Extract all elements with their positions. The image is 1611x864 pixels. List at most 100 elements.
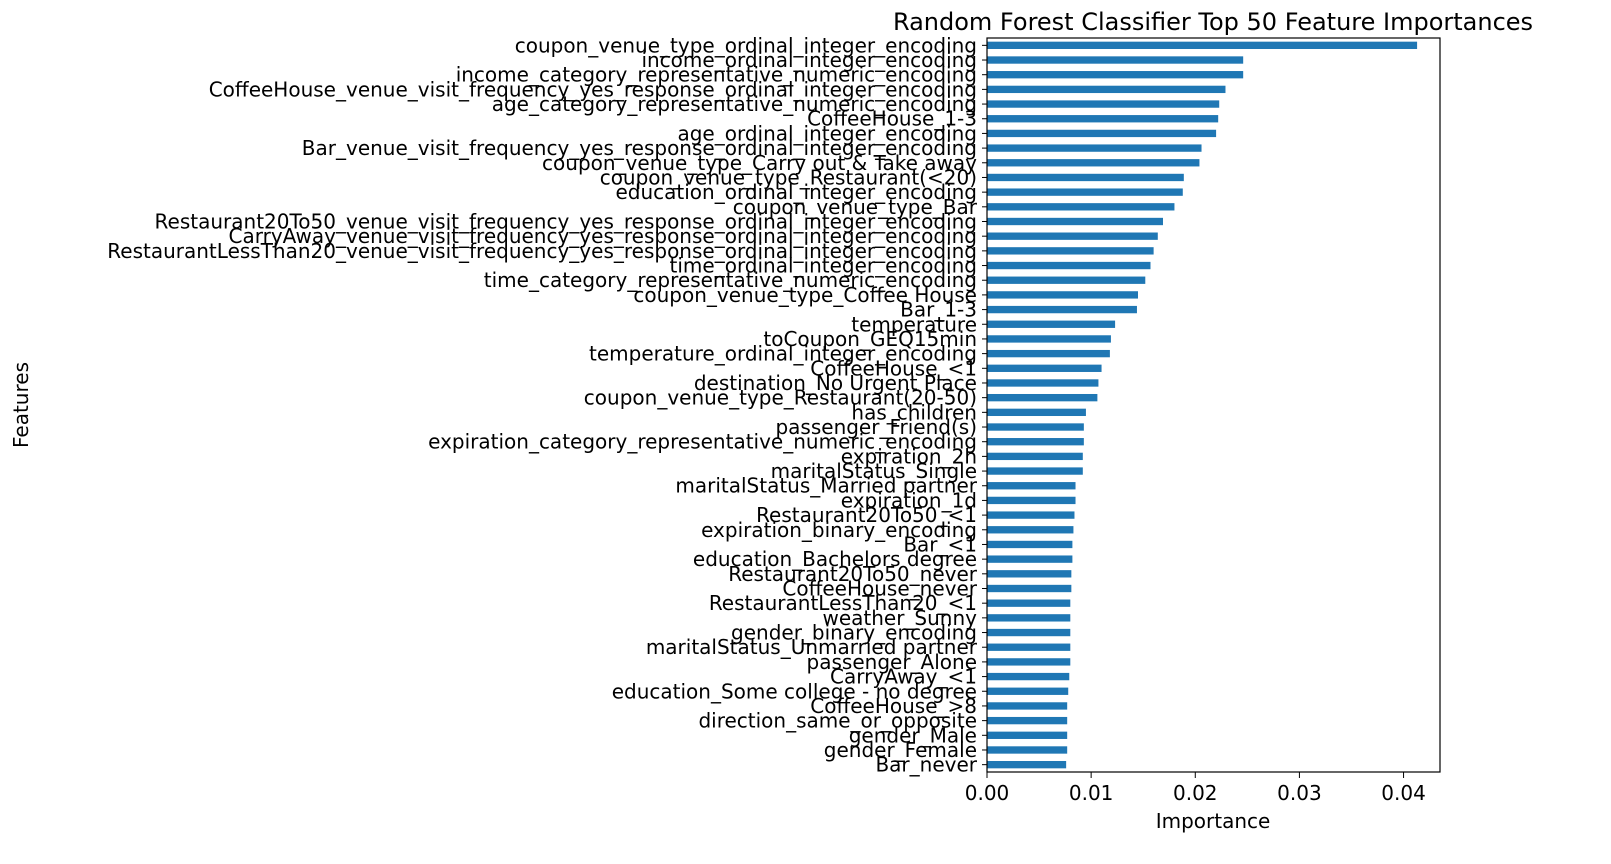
- y-tick-label: education_ordinal_integer_encoding: [615, 180, 977, 204]
- bar: [987, 349, 1110, 358]
- y-tick-label: income_category_representative_numeric_e…: [456, 63, 977, 87]
- bar: [987, 555, 1073, 563]
- bar: [987, 203, 1175, 211]
- chart-title: Random Forest Classifier Top 50 Feature …: [893, 8, 1533, 36]
- bar: [987, 261, 1151, 270]
- bar: [987, 291, 1138, 299]
- y-tick-label: CarryAway_<1: [830, 665, 977, 689]
- y-tick-label: passenger_Alone: [807, 650, 977, 674]
- y-tick-label: gender_Female: [824, 738, 977, 762]
- bar: [987, 540, 1073, 549]
- y-tick-label: gender_Male: [849, 723, 977, 747]
- x-axis-label: Importance: [1156, 809, 1271, 833]
- y-tick-label: Restaurant20To50_<1: [756, 503, 977, 527]
- y-tick-label: coupon_venue_type_Coffee House: [633, 283, 977, 307]
- y-tick-label: coupon_venue_type_Restaurant(20-50): [584, 386, 977, 410]
- bar: [987, 423, 1084, 431]
- y-tick-label: destination_No Urgent Place: [694, 371, 977, 395]
- y-tick-label: expiration_category_representative_numer…: [428, 430, 977, 454]
- bar: [987, 438, 1084, 446]
- bar: [987, 115, 1219, 123]
- bar: [987, 129, 1217, 138]
- y-tick-label: coupon_venue_type_Carry out & Take away: [542, 151, 977, 175]
- y-tick-label: passenger_Friend(s): [775, 415, 977, 439]
- bar: [987, 467, 1083, 475]
- bar: [987, 320, 1116, 328]
- y-tick-label: weather_Sunny: [822, 606, 977, 630]
- y-tick-label: CoffeeHouse_>8: [810, 694, 977, 718]
- bar: [987, 41, 1418, 50]
- bar: [987, 570, 1072, 578]
- plot-frame: [986, 37, 1441, 773]
- x-tick-label: 0.00: [965, 781, 1010, 805]
- x-tick-label: 0.02: [1173, 781, 1218, 805]
- bar: [987, 364, 1102, 372]
- y-axis-label: Features: [9, 362, 33, 448]
- bar: [987, 276, 1146, 284]
- bar: [987, 379, 1099, 387]
- x-tick-label: 0.04: [1381, 781, 1426, 805]
- bar: [987, 408, 1086, 417]
- bar: [987, 217, 1163, 226]
- bar: [987, 85, 1226, 94]
- y-tick-label: expiration_1d: [841, 488, 977, 512]
- bar: [987, 393, 1098, 402]
- y-tick-labels-group: coupon_venue_type_ordinal_integer_encodi…: [107, 33, 987, 777]
- y-tick-label: temperature_ordinal_integer_encoding: [589, 342, 977, 366]
- bar: [987, 173, 1184, 182]
- y-tick-label: time_ordinal_integer_encoding: [670, 254, 977, 278]
- bar: [987, 614, 1071, 622]
- y-tick-label: RestaurantLessThan20_venue_visit_frequen…: [107, 239, 977, 263]
- y-tick-label: expiration_2h: [841, 444, 977, 468]
- bars-group: [987, 41, 1418, 769]
- y-tick-label: coupon_venue_type_ordinal_integer_encodi…: [515, 33, 977, 57]
- x-ticks-group: 0.00 0.01 0.02 0.03 0.04: [965, 772, 1426, 805]
- y-tick-label: has_children: [851, 400, 977, 424]
- bar: [987, 144, 1202, 152]
- bar: [987, 188, 1183, 196]
- bar: [987, 628, 1071, 637]
- y-tick-label: Bar_1-3: [900, 298, 977, 322]
- y-tick-label: maritalStatus_Unmarried partner: [646, 635, 978, 659]
- bar: [987, 760, 1067, 769]
- y-tick-label: age_category_representative_numeric_enco…: [492, 92, 977, 116]
- y-tick-label: age_ordinal_integer_encoding: [677, 121, 977, 145]
- y-tick-label: direction_same_or_opposite: [698, 709, 977, 733]
- y-tick-label: gender_binary_encoding: [731, 621, 977, 645]
- bar: [987, 687, 1069, 695]
- x-tick-label: 0.03: [1277, 781, 1322, 805]
- bar: [987, 658, 1071, 666]
- bar: [987, 452, 1083, 461]
- y-tick-label: coupon_venue_type_Restaurant(<20): [600, 165, 977, 189]
- bar: [987, 526, 1074, 534]
- bar: [987, 584, 1072, 593]
- y-tick-label: CoffeeHouse_1-3: [807, 107, 977, 131]
- bar: [987, 482, 1076, 490]
- y-tick-label: CoffeeHouse_venue_visit_frequency_yes_re…: [209, 77, 977, 101]
- y-tick-label: education_Bachelors degree: [693, 547, 977, 571]
- y-tick-label: temperature: [851, 312, 977, 336]
- y-tick-label: Restaurant20To50_venue_visit_frequency_y…: [155, 210, 977, 234]
- bar: [987, 511, 1075, 519]
- bar: [987, 746, 1068, 754]
- bar: [987, 496, 1076, 505]
- y-tick-label: Bar_<1: [903, 532, 977, 556]
- bar: [987, 100, 1220, 108]
- y-tick-label: income_ordinal_integer_encoding: [641, 48, 977, 72]
- bar: [987, 335, 1111, 343]
- bar: [987, 672, 1070, 681]
- y-tick-label: Bar_never: [875, 753, 977, 777]
- bar: [987, 247, 1154, 255]
- y-tick-label: maritalStatus_Single: [771, 459, 977, 483]
- bar: [987, 599, 1071, 607]
- bar: [987, 232, 1158, 240]
- bar: [987, 71, 1244, 79]
- bar: [987, 702, 1068, 710]
- y-tick-label: education_Some college - no degree: [612, 679, 977, 703]
- bar: [987, 643, 1071, 651]
- y-tick-label: CoffeeHouse_<1: [810, 356, 977, 380]
- bar: [987, 731, 1068, 739]
- bar: [987, 56, 1244, 64]
